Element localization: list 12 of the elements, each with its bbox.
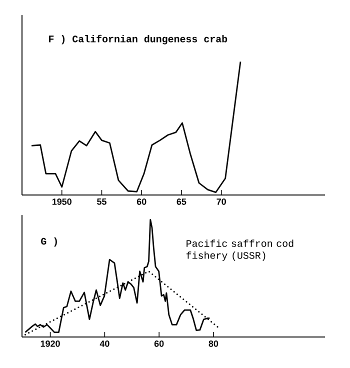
x-tick-label: 1950 xyxy=(52,198,72,205)
x-tick-label: 65 xyxy=(176,198,186,205)
chart-title: F ) Californian dungeness crab xyxy=(49,34,228,44)
x-tick-label: 70 xyxy=(216,198,226,205)
x-tick-label: 40 xyxy=(100,340,110,347)
text: G ) xyxy=(41,237,57,247)
x-tick-label: 55 xyxy=(97,198,106,205)
x-tick-label: 60 xyxy=(154,340,164,347)
x-tick-label: 80 xyxy=(208,340,218,347)
annotation: Pacific saffron cod fishery (USSR) xyxy=(186,240,294,261)
x-tick-label: 60 xyxy=(136,198,146,205)
x-tick-label: 1920 xyxy=(40,340,60,347)
